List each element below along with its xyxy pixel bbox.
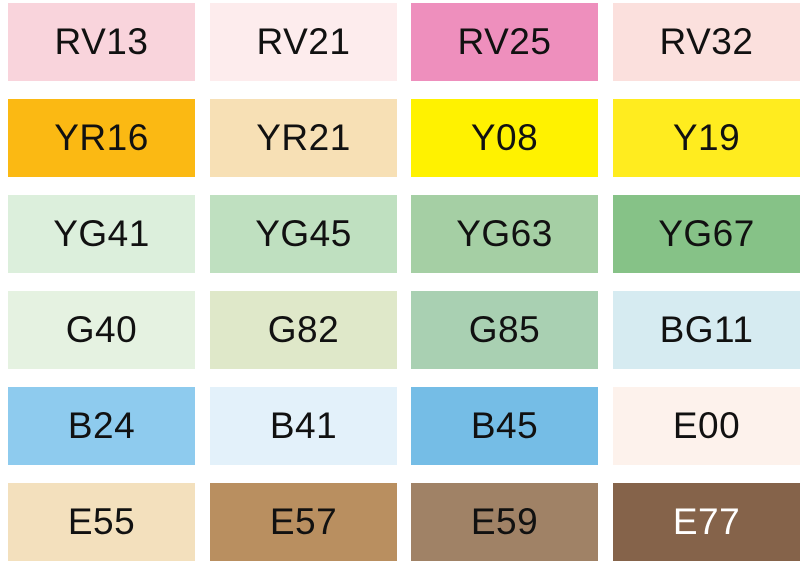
swatch-e59: E59 <box>411 483 598 561</box>
swatch-e55: E55 <box>8 483 195 561</box>
swatch-bg11: BG11 <box>613 291 800 369</box>
swatch-yg41: YG41 <box>8 195 195 273</box>
swatch-g82: G82 <box>210 291 397 369</box>
swatch-rv13: RV13 <box>8 3 195 81</box>
swatch-g40: G40 <box>8 291 195 369</box>
swatch-yg45: YG45 <box>210 195 397 273</box>
swatch-yr16: YR16 <box>8 99 195 177</box>
swatch-b41: B41 <box>210 387 397 465</box>
swatch-rv25: RV25 <box>411 3 598 81</box>
swatch-e00: E00 <box>613 387 800 465</box>
swatch-yr21: YR21 <box>210 99 397 177</box>
swatch-b45: B45 <box>411 387 598 465</box>
swatch-y19: Y19 <box>613 99 800 177</box>
swatch-e57: E57 <box>210 483 397 561</box>
swatch-b24: B24 <box>8 387 195 465</box>
swatch-yg63: YG63 <box>411 195 598 273</box>
swatch-g85: G85 <box>411 291 598 369</box>
swatch-rv32: RV32 <box>613 3 800 81</box>
swatch-rv21: RV21 <box>210 3 397 81</box>
swatch-e77: E77 <box>613 483 800 561</box>
swatch-yg67: YG67 <box>613 195 800 273</box>
swatch-y08: Y08 <box>411 99 598 177</box>
